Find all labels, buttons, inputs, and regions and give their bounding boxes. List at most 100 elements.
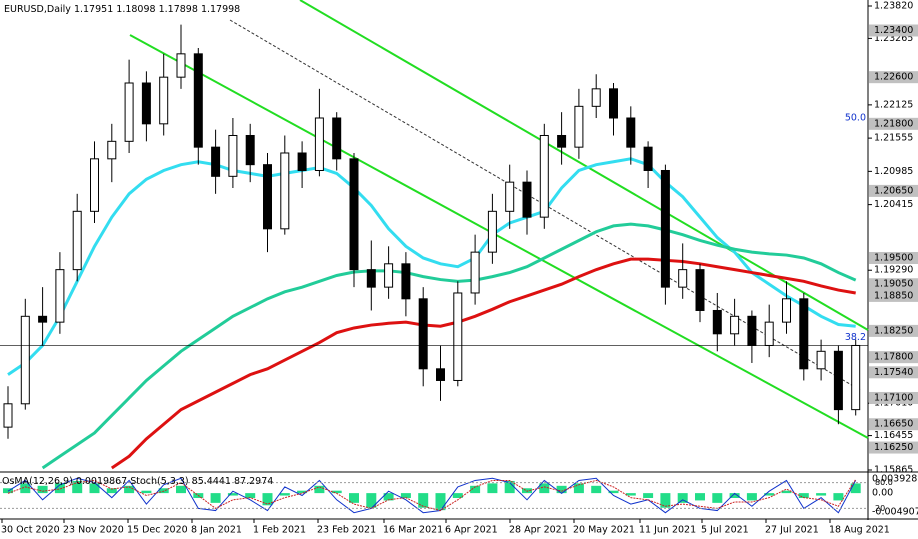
- candle-body: [643, 146, 653, 171]
- osma-bar: [418, 493, 429, 508]
- header-part: 1.18098: [116, 4, 155, 15]
- osma-bar: [20, 483, 31, 494]
- candle-body: [660, 169, 670, 288]
- candle-body: [141, 82, 151, 125]
- x-tick-label: 28 Apr 2021: [509, 525, 568, 536]
- candle-body: [72, 210, 82, 271]
- candle-body: [782, 298, 791, 323]
- osma-bar: [591, 485, 602, 494]
- osma-bar: [54, 483, 65, 494]
- x-tick-label: 20 May 2021: [573, 525, 635, 536]
- osma-bar: [850, 483, 861, 494]
- x-tick-label: 11 Jun 2021: [639, 525, 696, 536]
- candle-body: [626, 117, 636, 148]
- x-tick-label: 23 Nov 2020: [63, 525, 124, 536]
- osma-tick-label: -0.004907: [872, 507, 918, 518]
- moving-average: [110, 257, 856, 470]
- candle-body: [609, 88, 618, 119]
- osma-bar: [677, 493, 688, 503]
- osma-bar: [539, 483, 550, 494]
- header-part: 1.17998: [201, 4, 240, 15]
- level-box: [869, 366, 918, 379]
- y-tick-label: 1.15865: [874, 465, 913, 476]
- header-part: 1.17898: [159, 4, 198, 15]
- osma-bar: [366, 493, 377, 508]
- stoch-tick-label: 20: [875, 504, 885, 513]
- candle-body: [851, 344, 861, 411]
- osma-bar: [764, 493, 775, 496]
- moving-average: [7, 157, 856, 376]
- candle-body: [159, 76, 169, 125]
- level-box: [869, 71, 918, 84]
- osma-bar: [625, 493, 636, 496]
- candle-body: [747, 315, 757, 346]
- osma-tick-label: 0.0039286: [872, 474, 918, 485]
- osma-bar: [331, 490, 342, 494]
- level-label: 1.22600: [874, 72, 913, 83]
- candle-body: [453, 292, 463, 381]
- osma-bar: [487, 483, 498, 494]
- candle-body: [764, 321, 774, 346]
- candle-body: [816, 350, 826, 370]
- y-tick-label: 1.22125: [874, 99, 913, 110]
- level-box: [869, 117, 918, 130]
- level-label: 1.20650: [874, 185, 913, 196]
- y-tick-label: 1.23265: [874, 33, 913, 44]
- level-label: 1.17540: [874, 367, 913, 378]
- candle-body: [730, 315, 740, 335]
- level-label: 1.16250: [874, 442, 913, 453]
- candle-body: [591, 88, 601, 107]
- osma-bar: [833, 493, 844, 501]
- osma-bar: [37, 485, 48, 494]
- osc-caption-part: 85.4441: [192, 476, 231, 487]
- stoch-main: [7, 477, 857, 514]
- osma-bar: [349, 493, 359, 503]
- osc-caption-part: OsMA(12,26,9): [2, 476, 73, 487]
- candle-body: [107, 140, 117, 160]
- candle-body: [384, 263, 394, 288]
- candle-body: [38, 315, 48, 323]
- candle-body: [55, 269, 65, 323]
- moving-average: [41, 222, 857, 470]
- candle-body: [678, 269, 688, 288]
- x-tick-label: 18 Aug 2021: [829, 525, 890, 536]
- y-tick-label: 1.19290: [874, 265, 913, 276]
- osma-bar: [608, 490, 619, 494]
- x-tick-label: 5 Jul 2021: [701, 525, 749, 536]
- candle-body: [522, 181, 532, 218]
- osma-bar: [72, 480, 83, 494]
- osma-bar: [695, 493, 705, 501]
- stoch-signal: [7, 479, 857, 512]
- x-tick-label: 15 Dec 2020: [127, 525, 188, 536]
- fib-label: 50.0: [845, 112, 866, 123]
- level-label: 1.18250: [874, 325, 913, 336]
- level-label: 1.21800: [874, 118, 913, 129]
- candle-body: [712, 309, 722, 335]
- level-box: [869, 251, 918, 264]
- osma-bar: [297, 490, 308, 494]
- x-tick-label: 6 Apr 2021: [445, 525, 498, 536]
- osma-bar: [245, 493, 256, 498]
- candle-body: [574, 105, 584, 148]
- osma-bar: [781, 490, 792, 494]
- candle-body: [314, 117, 324, 171]
- candle-body: [176, 53, 186, 78]
- osma-bar: [746, 493, 757, 501]
- osma-bar: [504, 480, 515, 494]
- osma-bar: [383, 493, 394, 501]
- candle-body: [211, 146, 221, 177]
- osc-caption-part: Stoch(5,3,3): [130, 476, 188, 487]
- osma-bar: [141, 490, 152, 494]
- candle-body: [193, 53, 203, 148]
- osma-bar: [470, 485, 481, 494]
- x-tick-label: 1 Feb 2021: [253, 525, 306, 536]
- fib-label: 38.2: [845, 332, 866, 343]
- candle-body: [20, 315, 30, 405]
- level-box: [869, 289, 918, 302]
- header: EURUSD,Daily 1.17951 1.18098 1.17898 1.1…: [4, 4, 240, 15]
- osma-bar: [262, 493, 273, 506]
- candle-body: [557, 134, 567, 148]
- x-tick-label: 27 Jul 2021: [765, 525, 819, 536]
